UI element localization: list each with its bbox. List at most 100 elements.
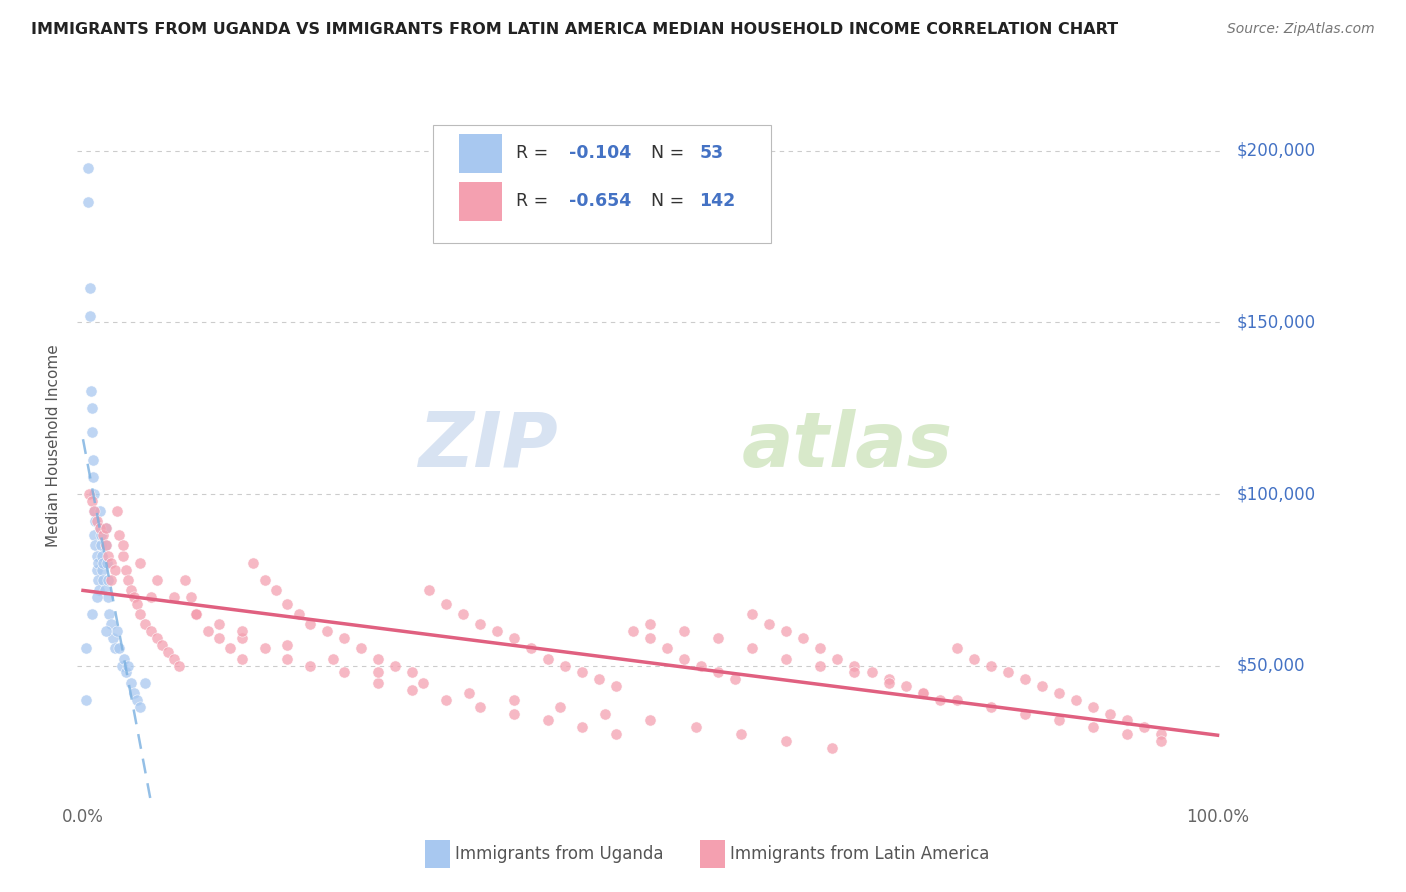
Point	[128, 699, 150, 714]
Point	[83, 504, 105, 518]
Point	[894, 679, 917, 693]
Text: $50,000: $50,000	[1237, 657, 1306, 674]
Text: N =: N =	[651, 193, 690, 211]
Point	[741, 641, 763, 656]
Point	[79, 281, 101, 295]
Point	[100, 573, 122, 587]
Point	[775, 651, 797, 665]
Point	[673, 624, 696, 639]
Point	[87, 573, 110, 587]
Point	[84, 539, 107, 553]
Point	[115, 665, 138, 680]
Text: R =: R =	[516, 193, 554, 211]
Point	[685, 720, 707, 734]
Point	[434, 597, 457, 611]
Point	[127, 693, 149, 707]
Text: atlas: atlas	[742, 409, 953, 483]
Point	[163, 651, 186, 665]
Point	[105, 624, 128, 639]
Point	[707, 665, 730, 680]
Point	[1133, 720, 1156, 734]
Point	[1047, 714, 1070, 728]
Point	[730, 727, 752, 741]
Point	[90, 539, 112, 553]
Point	[997, 665, 1019, 680]
Point	[298, 658, 321, 673]
Point	[208, 617, 231, 632]
Point	[86, 562, 108, 576]
Text: 53: 53	[700, 145, 724, 162]
Point	[111, 549, 134, 563]
Point	[792, 631, 814, 645]
Point	[844, 665, 866, 680]
Point	[276, 638, 298, 652]
Point	[775, 734, 797, 748]
Point	[276, 597, 298, 611]
Text: $100,000: $100,000	[1237, 485, 1316, 503]
Point	[82, 452, 104, 467]
Point	[1115, 727, 1137, 741]
Point	[97, 590, 120, 604]
Text: 142: 142	[700, 193, 735, 211]
Text: IMMIGRANTS FROM UGANDA VS IMMIGRANTS FROM LATIN AMERICA MEDIAN HOUSEHOLD INCOME : IMMIGRANTS FROM UGANDA VS IMMIGRANTS FRO…	[31, 22, 1118, 37]
Point	[169, 658, 191, 673]
Point	[775, 624, 797, 639]
Text: Immigrants from Uganda: Immigrants from Uganda	[456, 846, 664, 863]
Point	[1115, 714, 1137, 728]
Point	[316, 624, 339, 639]
Point	[120, 583, 142, 598]
Point	[231, 631, 253, 645]
Point	[911, 686, 934, 700]
Point	[860, 665, 883, 680]
Point	[810, 658, 832, 673]
Point	[94, 539, 117, 553]
Point	[117, 573, 139, 587]
Point	[104, 562, 127, 576]
Point	[93, 573, 115, 587]
Point	[186, 607, 208, 621]
Point	[96, 556, 118, 570]
Point	[128, 556, 150, 570]
Point	[554, 658, 576, 673]
Point	[593, 706, 616, 721]
Point	[94, 539, 117, 553]
Point	[93, 528, 115, 542]
Point	[980, 699, 1002, 714]
Text: $150,000: $150,000	[1237, 313, 1316, 332]
Point	[367, 665, 389, 680]
Point	[412, 675, 434, 690]
Point	[86, 549, 108, 563]
Point	[724, 673, 747, 687]
Point	[468, 699, 491, 714]
Point	[401, 682, 423, 697]
Point	[844, 658, 866, 673]
Point	[537, 651, 560, 665]
Y-axis label: Median Household Income: Median Household Income	[46, 344, 62, 548]
Point	[87, 556, 110, 570]
Point	[333, 631, 356, 645]
Point	[93, 583, 115, 598]
Point	[83, 504, 105, 518]
Point	[105, 504, 128, 518]
Point	[157, 645, 180, 659]
Point	[253, 641, 276, 656]
Point	[588, 673, 610, 687]
Point	[75, 641, 97, 656]
Point	[80, 384, 103, 398]
Text: -0.654: -0.654	[569, 193, 631, 211]
Point	[434, 693, 457, 707]
Point	[962, 651, 984, 665]
Point	[108, 641, 131, 656]
Point	[640, 714, 662, 728]
Bar	[458, 182, 502, 221]
Text: -0.104: -0.104	[569, 145, 631, 162]
Point	[80, 494, 103, 508]
Bar	[458, 134, 502, 173]
Point	[180, 590, 202, 604]
Point	[186, 607, 208, 621]
Point	[122, 590, 145, 604]
Point	[86, 515, 108, 529]
Point	[76, 195, 98, 210]
Point	[980, 658, 1002, 673]
Point	[75, 693, 97, 707]
